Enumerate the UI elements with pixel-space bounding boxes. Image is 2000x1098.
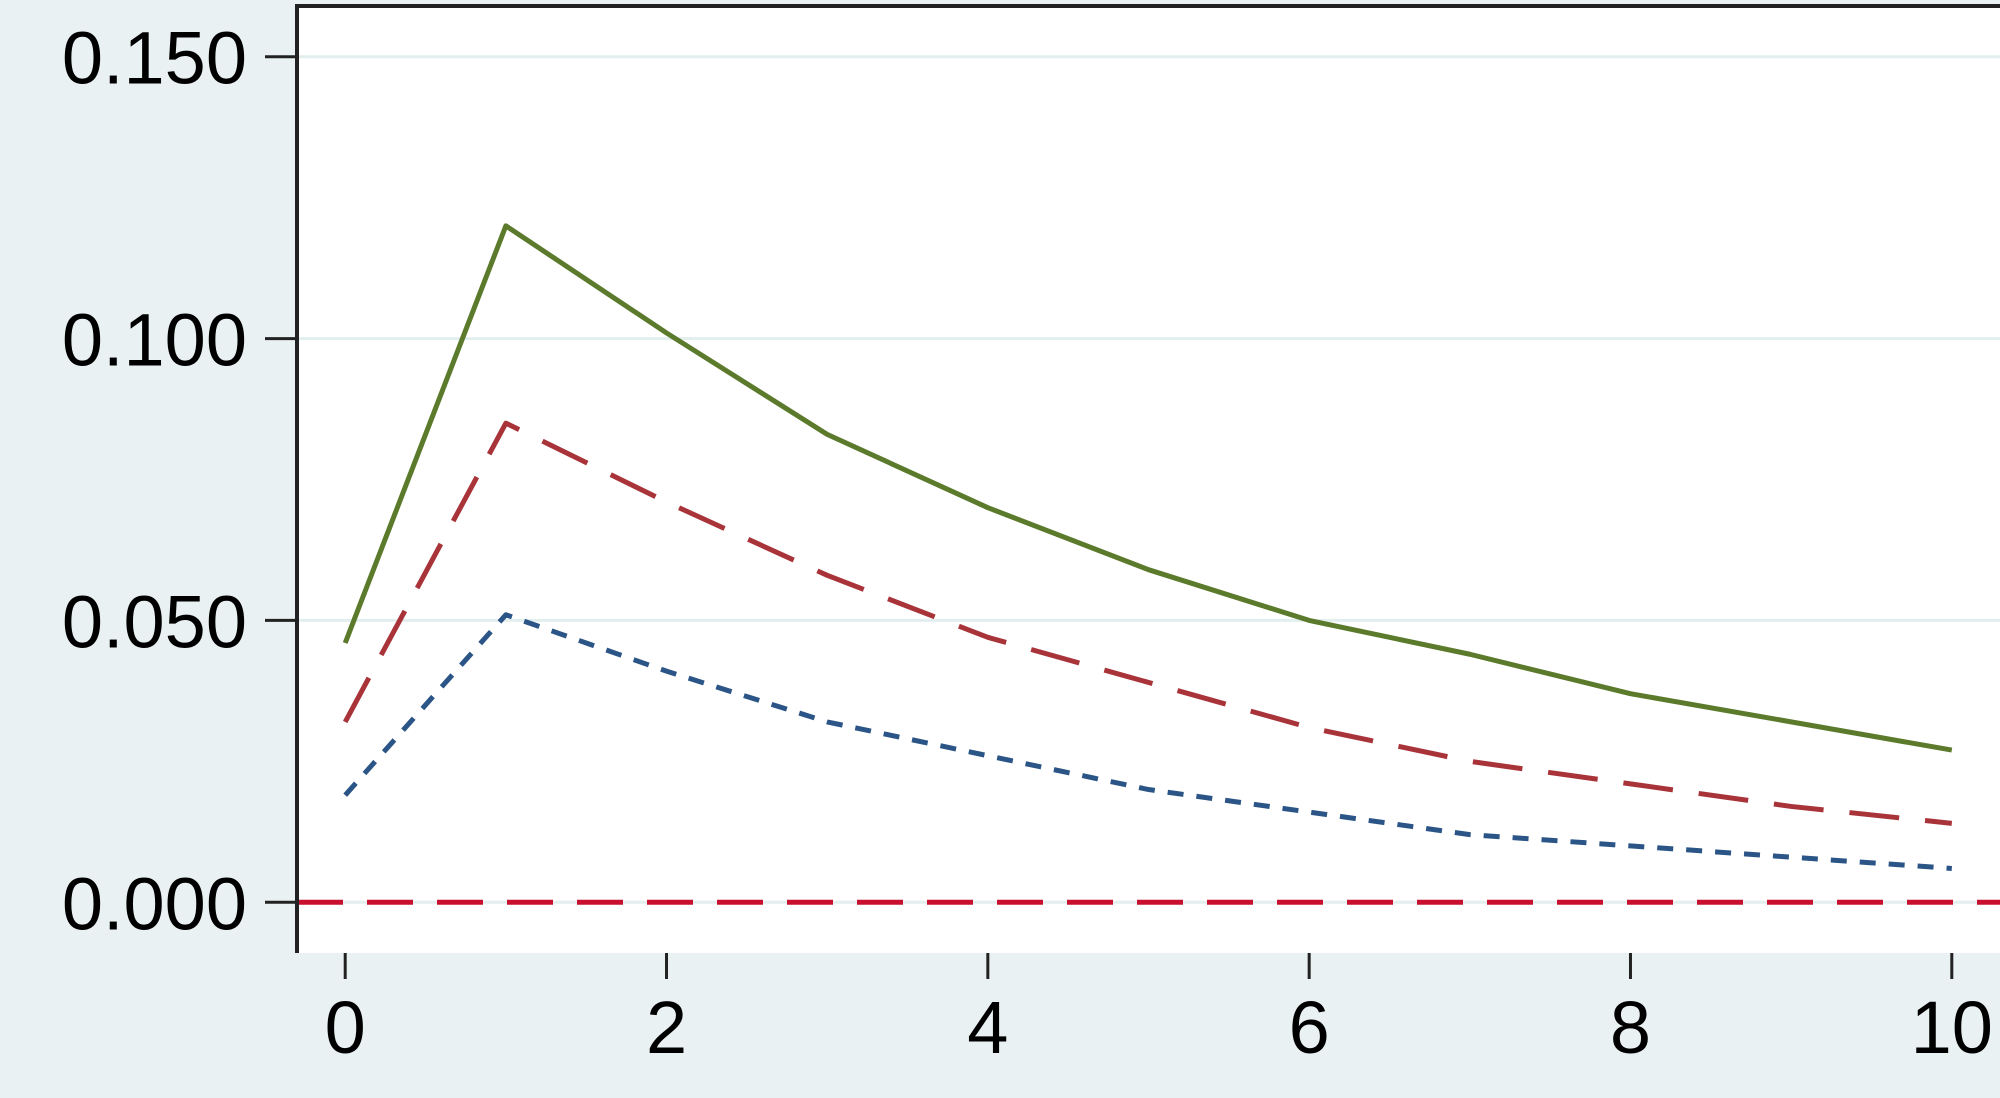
x-tick-label: 6 xyxy=(1289,986,1330,1069)
axis-frame xyxy=(295,4,2000,953)
x-tick-label: 8 xyxy=(1610,986,1651,1069)
y-tick-label: 0.100 xyxy=(62,299,247,382)
plot-area xyxy=(297,6,2000,953)
y-tick-label: 0.150 xyxy=(62,17,247,100)
y-tick-label: 0.000 xyxy=(62,862,247,945)
series-line xyxy=(342,223,1953,753)
series-line xyxy=(342,420,1953,826)
series-line xyxy=(343,612,1952,871)
x-tick-label: 4 xyxy=(967,986,1008,1069)
y-tick-label: 0.050 xyxy=(62,580,247,663)
x-tick-label: 10 xyxy=(1911,986,1993,1069)
x-tick-label: 0 xyxy=(325,986,366,1069)
x-tick-label: 2 xyxy=(646,986,687,1069)
